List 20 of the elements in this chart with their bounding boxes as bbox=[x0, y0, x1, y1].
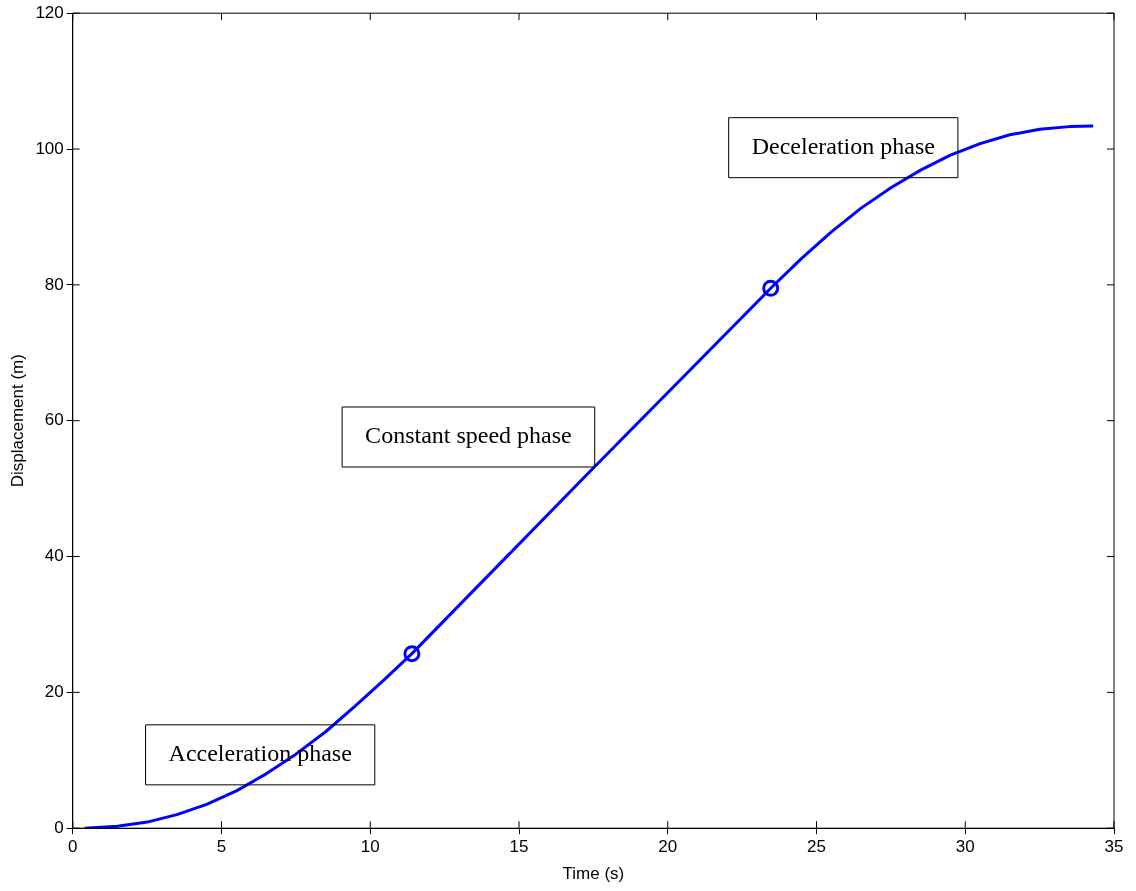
x-tick-label: 10 bbox=[360, 837, 380, 857]
annotation: Acceleration phase bbox=[168, 740, 352, 767]
x-tick-label: 25 bbox=[807, 837, 826, 857]
y-tick-label: 0 bbox=[54, 817, 64, 837]
x-tick-label: 30 bbox=[955, 837, 975, 857]
x-tick-label: 0 bbox=[68, 837, 78, 857]
x-tick-label: 15 bbox=[509, 837, 529, 857]
y-tick-label: 120 bbox=[35, 2, 64, 22]
y-tick-label: 100 bbox=[35, 138, 64, 158]
y-tick-label: 60 bbox=[44, 410, 64, 430]
x-axis-title: Time (s) bbox=[562, 864, 625, 884]
annotation: Deceleration phase bbox=[751, 132, 935, 159]
annotation: Constant speed phase bbox=[365, 422, 572, 449]
x-tick-label: 5 bbox=[216, 837, 227, 857]
y-tick-label: 20 bbox=[44, 682, 64, 702]
y-axis-title: Displacement (m) bbox=[7, 354, 27, 488]
x-tick-label: 35 bbox=[1104, 837, 1124, 857]
y-tick-label: 80 bbox=[44, 274, 64, 294]
x-tick-label: 20 bbox=[658, 837, 678, 857]
y-tick-label: 40 bbox=[44, 546, 64, 566]
